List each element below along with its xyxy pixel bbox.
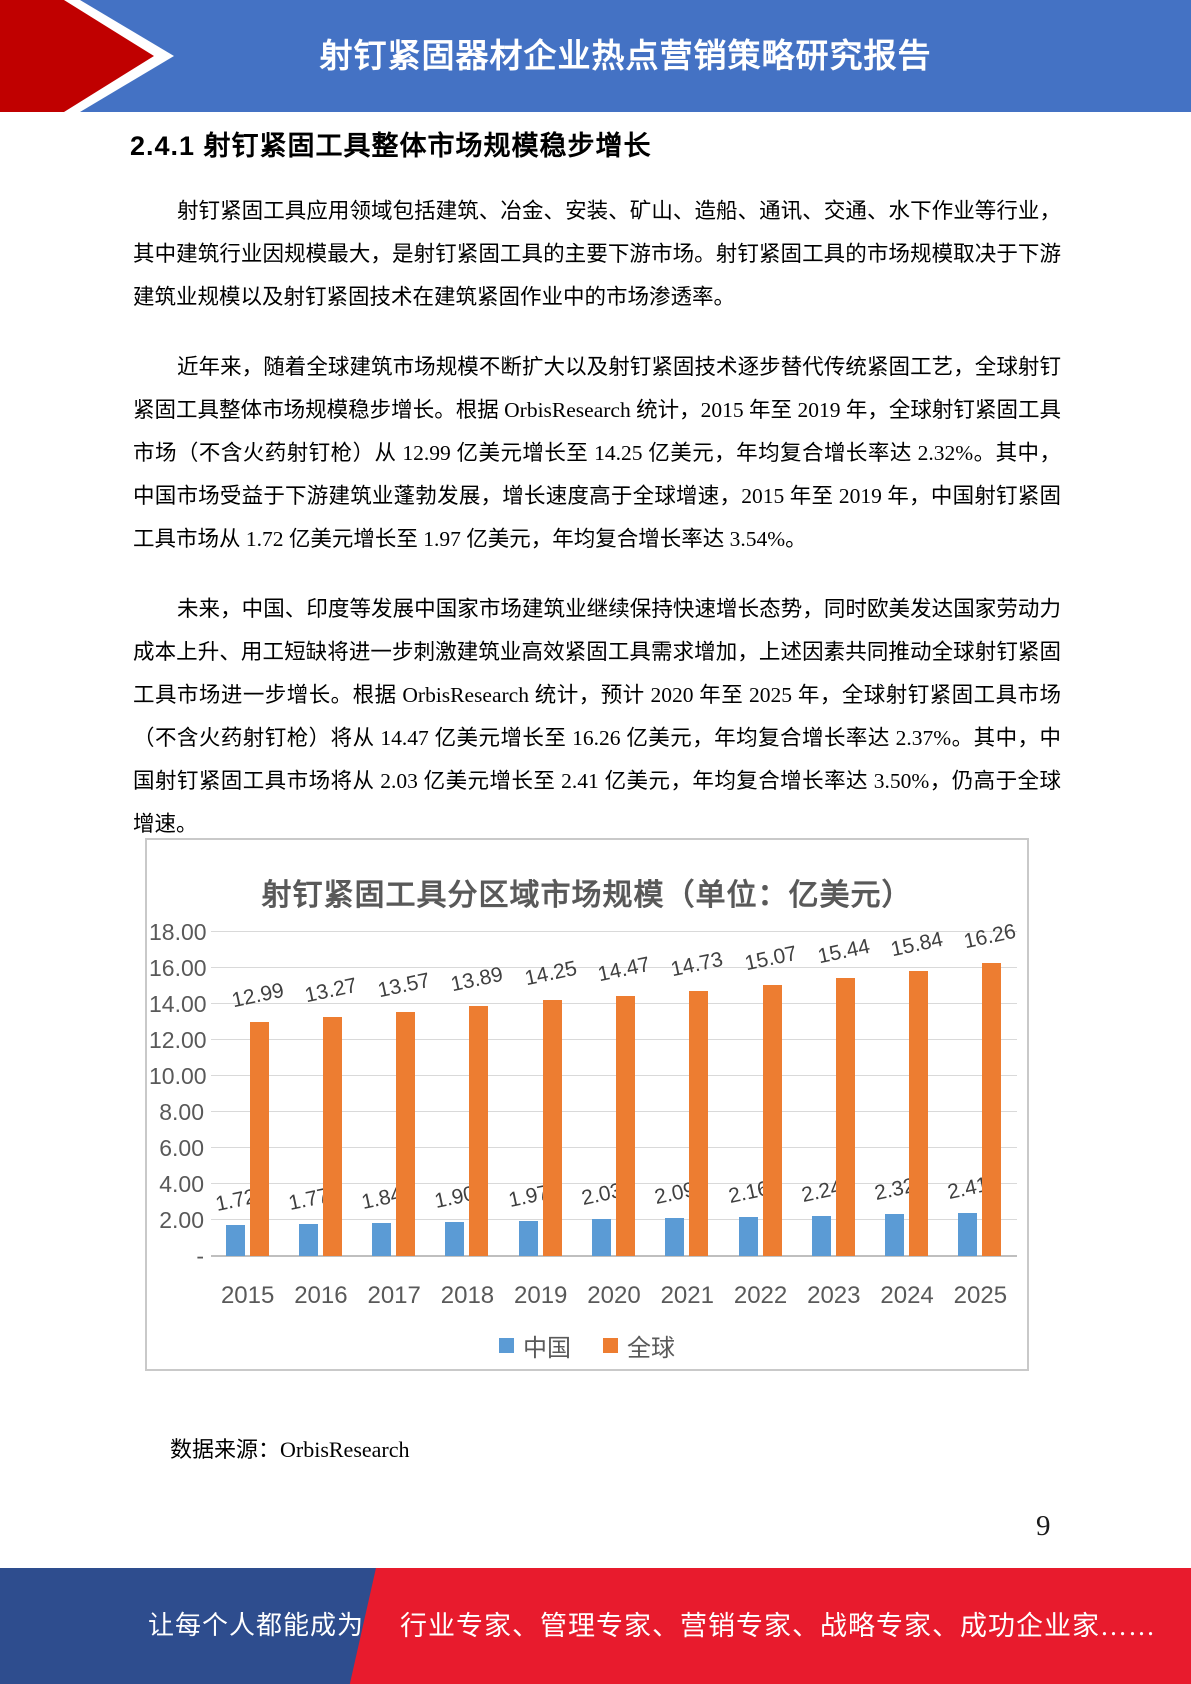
data-label-global-2021: 14.73 [669,947,726,982]
gridline [211,1075,1017,1076]
data-label-global-2018: 13.89 [449,962,506,997]
legend-label-global: 全球 [627,1335,675,1362]
bar-global-2018 [469,1005,489,1256]
y-tick-label: 4.00 [159,1171,204,1197]
x-tick-label-2019: 2019 [514,1282,568,1309]
paragraph-1: 射钉紧固工具应用领域包括建筑、冶金、安装、矿山、造船、通讯、交通、水下作业等行业… [133,199,1061,309]
bar-china-2015 [225,1225,245,1256]
bar-china-2024 [885,1214,905,1256]
y-tick-label: 8.00 [159,1099,204,1125]
bar-global-2016 [322,1017,342,1256]
x-tick-label-2022: 2022 [733,1282,788,1309]
bar-global-2021 [689,990,709,1256]
chart-title: 射钉紧固工具分区域市场规模（单位：亿美元） [261,879,913,912]
y-tick-label: - [196,1243,204,1269]
x-tick-label-2025: 2025 [953,1282,1008,1309]
y-tick-label: 18.00 [149,919,207,945]
y-tick-label: 6.00 [159,1135,204,1161]
gridline [211,1219,1017,1220]
bar-global-2023 [835,978,855,1256]
y-tick-label: 10.00 [149,1063,207,1089]
legend-item-china: 中国 [499,1328,571,1363]
bar-china-2022 [738,1217,758,1256]
data-label-global-2015: 12.99 [229,978,286,1013]
bar-global-2025 [982,963,1002,1256]
bar-china-2021 [665,1218,685,1256]
bar-global-2020 [616,995,635,1256]
red-chevron-icon [0,0,174,112]
data-label-global-2025: 16.26 [962,920,1019,954]
x-tick-label-2024: 2024 [880,1282,934,1309]
data-label-global-2019: 14.25 [522,956,579,990]
bar-china-2020 [592,1219,611,1256]
paragraph-3: 未来，中国、印度等发展中国家市场建筑业继续保持快速增长态势，同时欧美发达国家劳动… [133,597,1061,836]
legend-item-global: 全球 [603,1328,675,1363]
data-label-global-2022: 15.07 [742,941,799,975]
legend-swatch-china [499,1338,514,1353]
page-header-banner: 射钉紧固器材企业热点营销策略研究报告 [0,0,1191,112]
bar-global-2022 [762,984,782,1256]
y-tick-label: 12.00 [149,1027,207,1053]
section-heading: 2.4.1 射钉紧固工具整体市场规模稳步增长 [130,131,652,161]
footer-slogan-right: 行业专家、管理专家、营销专家、战略专家、成功企业家…… [400,1611,1156,1641]
data-label-global-2020: 14.47 [595,952,652,986]
footer-slogan-left: 让每个人都能成为 [148,1611,365,1640]
data-label-global-2017: 13.57 [375,968,433,1002]
page-number: 9 [1036,1510,1051,1542]
x-tick-label-2018: 2018 [440,1282,495,1309]
report-title: 射钉紧固器材企业热点营销策略研究报告 [319,37,932,74]
gridline [211,1183,1017,1184]
data-source-note: 数据来源：OrbisResearch [170,1437,410,1462]
x-tick-label-2017: 2017 [367,1282,421,1309]
y-tick-label: 16.00 [149,955,207,981]
market-size-bar-chart: 射钉紧固工具分区域市场规模（单位：亿美元） - 2.00 4.00 6.00 8.00 1… [145,838,1029,1371]
bar-global-2024 [909,970,929,1256]
chart-legend: 中国 全球 [147,1328,1027,1363]
paragraph-2: 近年来，随着全球建筑市场规模不断扩大以及射钉紧固技术逐步替代传统紧固工艺，全球射… [133,355,1061,551]
gridline [211,931,1017,932]
gridline [211,1111,1017,1112]
y-tick-label: 14.00 [149,991,207,1017]
bar-china-2023 [811,1215,831,1256]
body-text: 射钉紧固工具应用领域包括建筑、冶金、安装、矿山、造船、通讯、交通、水下作业等行业… [133,190,1061,873]
x-tick-label-2016: 2016 [294,1282,348,1309]
gridline [211,1003,1017,1004]
footer-blue-panel [0,1568,376,1684]
gridline [211,967,1017,968]
bar-global-2019 [542,999,562,1256]
bar-china-2018 [445,1221,465,1256]
gridline [211,1147,1017,1148]
bar-global-2015 [249,1022,269,1256]
page-footer: 让每个人都能成为 行业专家、管理专家、营销专家、战略专家、成功企业家…… [0,1568,1191,1684]
legend-swatch-global [603,1338,618,1353]
legend-label-china: 中国 [523,1335,571,1362]
x-tick-label-2015: 2015 [220,1282,275,1309]
bar-china-2025 [958,1212,978,1256]
data-label-global-2016: 13.27 [302,973,359,1008]
bar-global-2017 [396,1011,416,1256]
x-axis-line [211,1255,1017,1257]
chart-plot-area: - 2.00 4.00 6.00 8.00 10.00 12.00 14.00 16.00 18.… [149,919,1018,1309]
x-tick-label-2021: 2021 [660,1282,714,1309]
bar-china-2016 [298,1224,318,1256]
bar-china-2017 [372,1222,392,1256]
bar-china-2019 [518,1220,538,1256]
y-tick-label: 2.00 [159,1207,204,1233]
x-tick-label-2020: 2020 [587,1282,641,1309]
x-tick-label-2023: 2023 [807,1282,861,1309]
gridline [211,1039,1017,1040]
